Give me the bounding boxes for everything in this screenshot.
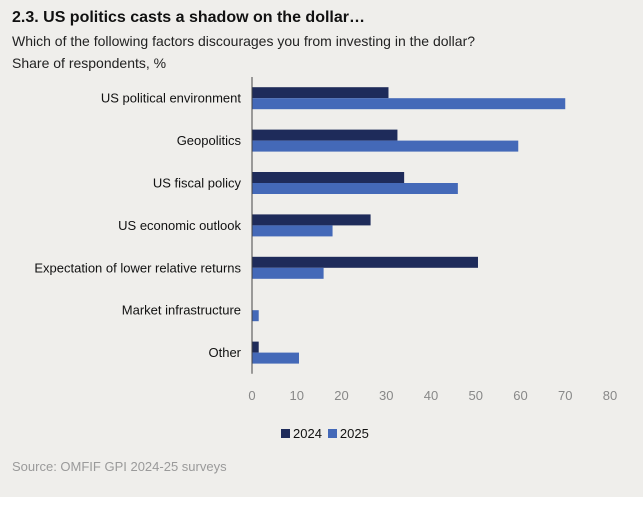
bar-2024	[252, 129, 398, 141]
legend-item-2025: 2025	[327, 426, 369, 441]
category-labels: US political environment Geopolitics US fi…	[34, 91, 241, 360]
x-tick-label: 80	[603, 388, 617, 403]
x-tick-label: 30	[379, 388, 393, 403]
x-tick-label: 40	[424, 388, 438, 403]
bars-group	[252, 87, 566, 364]
category-label: US economic outlook	[118, 218, 241, 233]
x-tick-label: 0	[248, 388, 255, 403]
bar-2024	[252, 172, 405, 183]
chart-panel: 2.3. US politics casts a shadow on the d…	[0, 0, 643, 497]
x-tick-label: 50	[469, 388, 483, 403]
x-tick-label: 20	[334, 388, 348, 403]
bar-2024	[252, 214, 371, 226]
category-label: Other	[208, 345, 241, 360]
bar-2025	[252, 310, 259, 322]
category-label: Market infrastructure	[122, 303, 241, 318]
legend-label-2025: 2025	[339, 426, 369, 441]
bar-2025	[252, 183, 458, 194]
x-tick-label: 70	[558, 388, 572, 403]
unit-label: Share of respondents, %	[12, 55, 167, 71]
bar-2024	[252, 341, 259, 353]
category-label: US fiscal policy	[153, 176, 242, 191]
x-tick-label: 60	[513, 388, 527, 403]
bar-2025	[252, 98, 566, 110]
chart-title: 2.3. US politics casts a shadow on the d…	[12, 9, 365, 26]
bar-chart: US political environment Geopolitics US fi…	[34, 77, 617, 403]
bar-2025	[252, 267, 324, 279]
bar-2025	[252, 140, 519, 152]
bar-2024	[252, 256, 478, 268]
bar-2024	[252, 87, 389, 99]
category-label: US political environment	[101, 91, 242, 106]
x-tick-label: 10	[290, 388, 304, 403]
category-label: Geopolitics	[177, 133, 242, 148]
x-tick-labels: 0 10 20 30 40 50 60 70 80	[248, 388, 617, 403]
chart-subtitle: Which of the following factors discourag…	[12, 33, 476, 49]
legend-label-2024: 2024	[293, 426, 322, 441]
category-label: Expectation of lower relative returns	[34, 260, 241, 275]
legend-swatch-2024	[281, 429, 290, 438]
legend-item-2024: 2024	[281, 426, 322, 441]
bar-2025	[252, 352, 299, 364]
bar-2025	[252, 225, 333, 237]
legend-swatch-2025	[327, 429, 337, 438]
source-note: Source: OMFIF GPI 2024-25 surveys	[12, 459, 227, 474]
legend: 2024 2025	[281, 426, 375, 441]
